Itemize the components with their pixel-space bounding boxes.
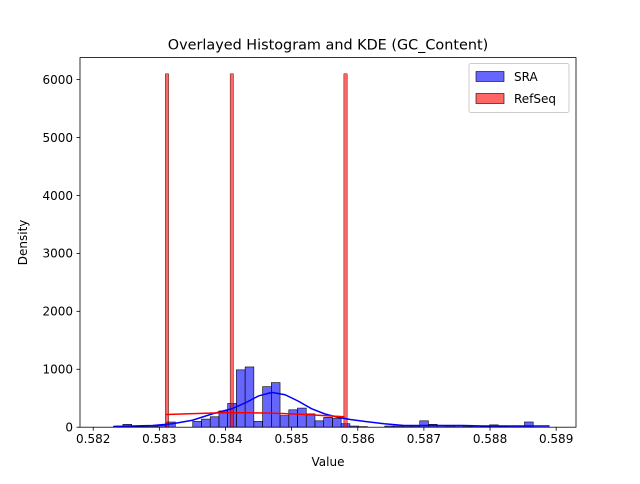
sra-bar bbox=[209, 416, 220, 428]
y-tick-label: 0 bbox=[65, 421, 73, 435]
sra-bar bbox=[323, 417, 333, 428]
sra-bar bbox=[201, 418, 211, 428]
refseq-bar bbox=[165, 73, 169, 428]
y-axis-label: Density bbox=[16, 220, 30, 266]
sra-bar bbox=[271, 382, 281, 428]
refseq-bar bbox=[229, 73, 234, 428]
axes-frame bbox=[79, 57, 577, 428]
x-axis: 0.582 0.583 0.584 0.585 0.586 0.587 0.588 0.589 bbox=[76, 427, 573, 446]
y-tick-label: 2000 bbox=[42, 305, 73, 319]
sra-bar bbox=[297, 407, 307, 428]
y-tick-label: 5000 bbox=[42, 131, 73, 145]
x-axis-label: Value bbox=[312, 455, 345, 469]
x-tick-label: 0.586 bbox=[341, 432, 375, 446]
sra-bar bbox=[253, 421, 263, 428]
y-tick-label: 3000 bbox=[42, 247, 73, 261]
refseq-bar bbox=[343, 73, 348, 428]
legend-swatch-sra bbox=[475, 71, 505, 82]
sra-bar bbox=[314, 420, 325, 428]
legend-label-sra: SRA bbox=[514, 70, 538, 84]
sra-bar bbox=[419, 420, 429, 428]
x-tick-label: 0.582 bbox=[76, 432, 110, 446]
x-tick-label: 0.584 bbox=[208, 432, 242, 446]
x-tick-label: 0.589 bbox=[539, 432, 573, 446]
legend-swatch-refseq bbox=[475, 93, 505, 104]
y-tick-label: 4000 bbox=[42, 189, 73, 203]
chart-title: Overlayed Histogram and KDE (GC_Content) bbox=[168, 38, 488, 54]
legend-label-refseq: RefSeq bbox=[514, 92, 556, 106]
sra-bar bbox=[244, 366, 255, 428]
sra-bar bbox=[236, 369, 246, 428]
sra-bar bbox=[288, 409, 298, 428]
y-tick-label: 1000 bbox=[42, 363, 73, 377]
x-tick-label: 0.583 bbox=[142, 432, 176, 446]
y-axis: 0 1000 2000 3000 4000 5000 6000 bbox=[42, 73, 80, 435]
legend: SRA RefSeq bbox=[468, 63, 570, 113]
y-tick-label: 6000 bbox=[42, 73, 73, 87]
x-tick-label: 0.587 bbox=[407, 432, 441, 446]
sra-bar bbox=[192, 421, 202, 428]
x-tick-label: 0.585 bbox=[274, 432, 308, 446]
sra-bar bbox=[279, 415, 290, 428]
refseq-kde-line bbox=[165, 411, 345, 418]
sra-bar bbox=[305, 413, 316, 428]
x-tick-label: 0.588 bbox=[473, 432, 507, 446]
sra-bar bbox=[332, 418, 342, 428]
sra-kde-line bbox=[113, 391, 550, 428]
